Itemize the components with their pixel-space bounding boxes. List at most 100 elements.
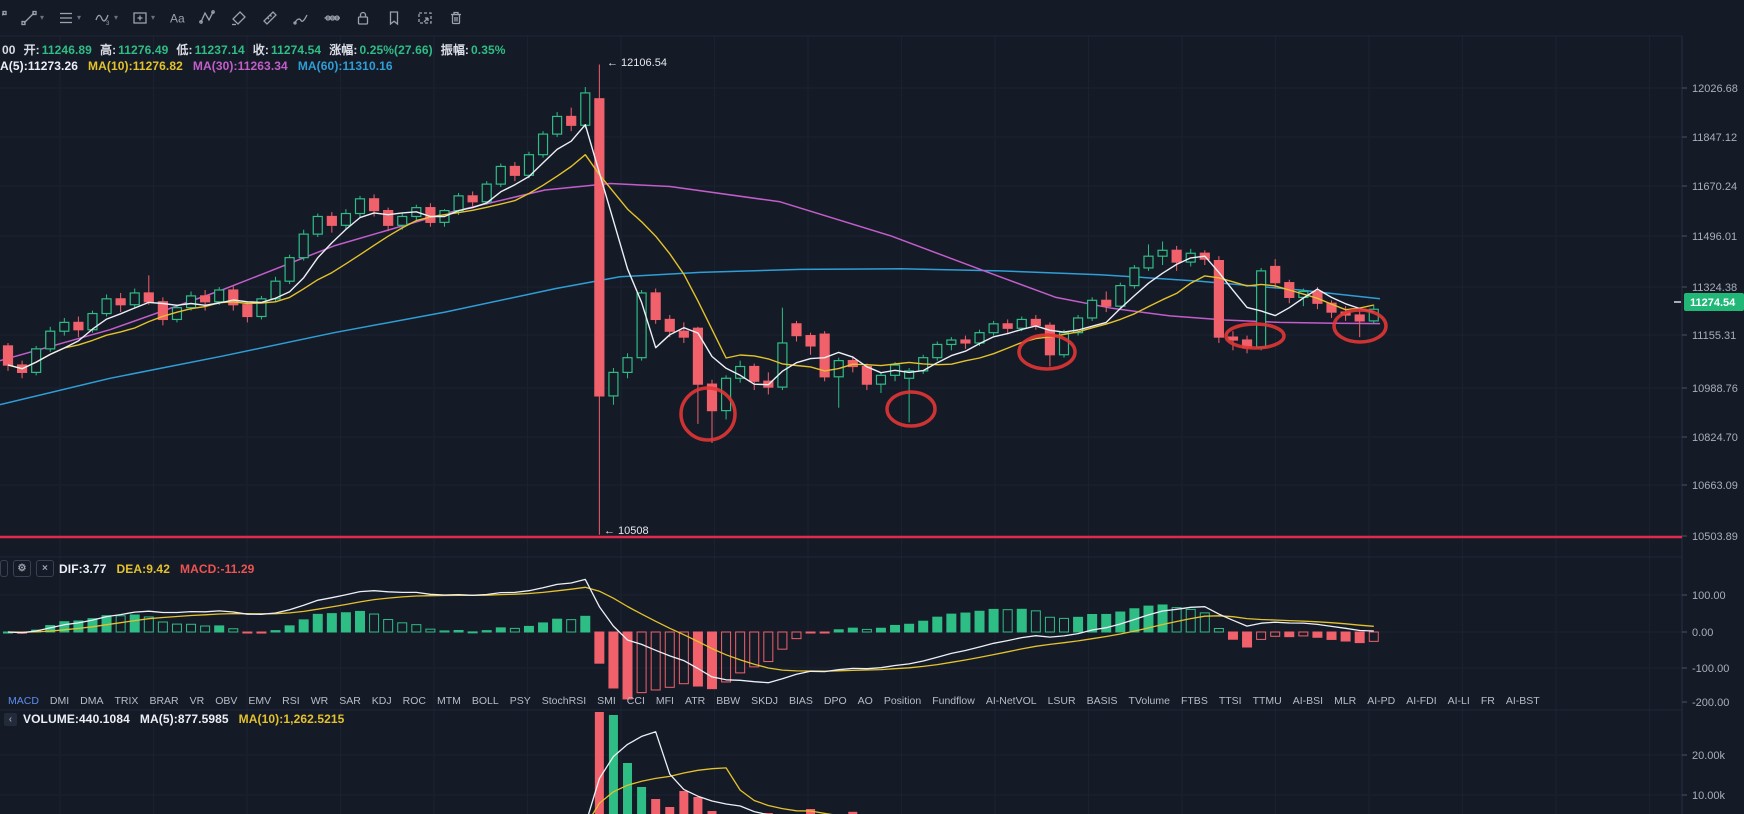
svg-text:12026.68: 12026.68 — [1692, 83, 1738, 95]
svg-text:20.00k: 20.00k — [1692, 750, 1726, 762]
tab-roc[interactable]: ROC — [402, 694, 426, 707]
svg-text:3: 3 — [106, 21, 110, 27]
svg-text:-200.00: -200.00 — [1692, 697, 1729, 709]
svg-text:10503.89: 10503.89 — [1692, 531, 1738, 543]
partial-tool-icon[interactable] — [2, 9, 7, 27]
svg-text:11670.24: 11670.24 — [1692, 181, 1737, 193]
snapshot-tool-icon[interactable] — [416, 9, 434, 27]
tab-boll[interactable]: BOLL — [471, 694, 499, 707]
pen-tool-icon[interactable] — [292, 9, 310, 27]
tab-brar[interactable]: BRAR — [149, 694, 179, 707]
lock-tool-icon[interactable] — [354, 9, 372, 27]
tab-fr[interactable]: FR — [1480, 694, 1495, 707]
tab-ao[interactable]: AO — [857, 694, 873, 707]
tab-vr[interactable]: VR — [189, 694, 205, 707]
svg-text:0.00: 0.00 — [1692, 627, 1713, 639]
tab-dma[interactable]: DMA — [80, 694, 104, 707]
tab-ai-fdi[interactable]: AI-FDI — [1406, 694, 1437, 707]
chevron-down-icon[interactable]: ▾ — [77, 13, 82, 22]
tab-bias[interactable]: BIAS — [788, 694, 813, 707]
tab-ai-bst[interactable]: AI-BST — [1505, 694, 1540, 707]
collapse-panel-icon[interactable]: ‹ — [4, 712, 17, 726]
tab-ai-bsi[interactable]: AI-BSI — [1292, 694, 1324, 707]
tab-position[interactable]: Position — [883, 694, 922, 707]
chevron-down-icon[interactable]: ▾ — [151, 13, 156, 22]
brush-tool-icon[interactable] — [230, 9, 248, 27]
tab-ttsi[interactable]: TTSI — [1218, 694, 1242, 707]
tab-ai-li[interactable]: AI-LI — [1447, 694, 1470, 707]
tab-mfi[interactable]: MFI — [655, 694, 674, 707]
measure-tool-icon[interactable] — [323, 9, 341, 27]
tab-trix[interactable]: TRIX — [114, 694, 139, 707]
svg-text:11324.38: 11324.38 — [1692, 282, 1737, 294]
price-pane[interactable] — [0, 64, 1381, 535]
tab-stochrsi[interactable]: StochRSI — [541, 694, 587, 707]
tab-ttmu[interactable]: TTMU — [1252, 694, 1282, 707]
price-axis[interactable]: 12026.68 11847.12 11670.24 11496.01 11324.38… — [1674, 83, 1744, 802]
tab-psy[interactable]: PSY — [509, 694, 531, 707]
close-label: 收: — [252, 43, 269, 57]
macd-close-icon[interactable]: × — [36, 560, 54, 577]
tab-bbw[interactable]: BBW — [716, 694, 741, 707]
fib-tool-icon[interactable]: ▾ — [57, 9, 81, 27]
tab-ftbs[interactable]: FTBS — [1180, 694, 1208, 707]
tab-skdj[interactable]: SKDJ — [751, 694, 778, 707]
volume-pane[interactable] — [8, 712, 1374, 814]
amplitude-label: 振幅: — [440, 43, 470, 57]
pattern-tool-icon[interactable] — [199, 9, 217, 27]
tab-mtm[interactable]: MTM — [436, 694, 461, 707]
tab-basis[interactable]: BASIS — [1086, 694, 1118, 707]
tab-ai-netvol[interactable]: AI-NetVOL — [985, 694, 1037, 707]
tab-fundflow[interactable]: Fundflow — [932, 694, 975, 707]
ma10-value: MA(10):11276.82 — [88, 59, 183, 73]
macd-pane[interactable] — [3, 578, 1379, 700]
tab-lsur[interactable]: LSUR — [1047, 694, 1076, 707]
highlight-circle[interactable] — [1224, 322, 1286, 350]
tab-sar[interactable]: SAR — [339, 694, 361, 707]
shapes-tool-icon[interactable]: ▾ — [131, 9, 155, 27]
tab-kdj[interactable]: KDJ — [371, 694, 392, 707]
tab-obv[interactable]: OBV — [215, 694, 238, 707]
tab-smi[interactable]: SMI — [597, 694, 616, 707]
svg-text:11496.01: 11496.01 — [1692, 231, 1737, 243]
ruler-tool-icon[interactable] — [261, 9, 279, 27]
volume-panel-header: ‹ VOLUME:440.1084 MA(5):877.5985 MA(10):… — [4, 712, 344, 726]
high-price-annotation: ← 12106.54 — [607, 57, 667, 69]
highlight-circle[interactable] — [1332, 308, 1388, 344]
tab-wr[interactable]: WR — [310, 694, 329, 707]
highlight-circle[interactable] — [885, 390, 937, 428]
text-tool-icon[interactable]: Aa — [168, 9, 186, 27]
partial-panel-icon[interactable] — [0, 560, 8, 577]
trash-tool-icon[interactable] — [447, 9, 465, 27]
tab-atr[interactable]: ATR — [684, 694, 706, 707]
svg-text:11847.12: 11847.12 — [1692, 132, 1737, 144]
wave-tool-icon[interactable]: 3 ▾ — [94, 9, 118, 27]
ma30-value: MA(30):11263.34 — [192, 59, 288, 73]
tab-emv[interactable]: EMV — [248, 694, 272, 707]
time-fragment: 00 — [2, 42, 16, 57]
macd-settings-icon[interactable]: ⚙ — [13, 560, 31, 577]
trend-line-tool-icon[interactable]: ▾ — [20, 9, 44, 27]
low-price-annotation: ← 10508 — [604, 525, 649, 537]
tab-mlr[interactable]: MLR — [1334, 694, 1357, 707]
tab-dmi[interactable]: DMI — [49, 694, 70, 707]
last-price-badge — [1684, 293, 1744, 311]
tab-cci[interactable]: CCI — [626, 694, 645, 707]
tab-rsi[interactable]: RSI — [282, 694, 300, 707]
tab-ai-pd[interactable]: AI-PD — [1367, 694, 1396, 707]
svg-text:Aa: Aa — [170, 12, 185, 26]
tab-macd[interactable]: MACD — [8, 694, 39, 707]
highlight-circle[interactable] — [1017, 333, 1077, 371]
dif-value: DIF:3.77 — [59, 561, 107, 576]
volume-ma10-value: MA(10):1,262.5215 — [238, 712, 345, 726]
ohlc-info-bar: 00 开: 11246.89 高: 11276.49 低: 11237.14 收: 11… — [2, 41, 506, 58]
highlight-circle[interactable] — [679, 386, 737, 442]
tab-tvolume[interactable]: TVolume — [1128, 694, 1170, 707]
tab-dpo[interactable]: DPO — [823, 694, 847, 707]
chevron-down-icon[interactable]: ▾ — [114, 13, 119, 22]
chevron-down-icon[interactable]: ▾ — [40, 13, 45, 22]
bookmark-tool-icon[interactable] — [385, 9, 403, 27]
macd-value: MACD:-11.29 — [179, 561, 255, 576]
